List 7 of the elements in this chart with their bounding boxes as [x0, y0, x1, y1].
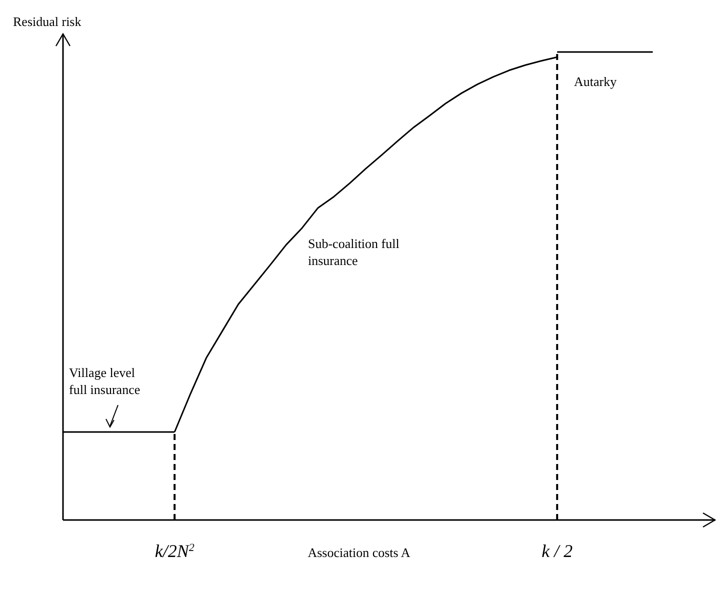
x-axis-title: Association costs A — [308, 545, 411, 560]
y-axis-title: Residual risk — [13, 14, 82, 29]
annotation: Sub-coalition full insurance — [308, 236, 400, 268]
annotation: Autarky — [574, 74, 618, 89]
annotation: Village level full insurance — [69, 365, 140, 398]
x-tick-label: k / 2 — [542, 541, 573, 561]
x-tick-label: k/2N$^{2}$ — [154, 541, 195, 561]
